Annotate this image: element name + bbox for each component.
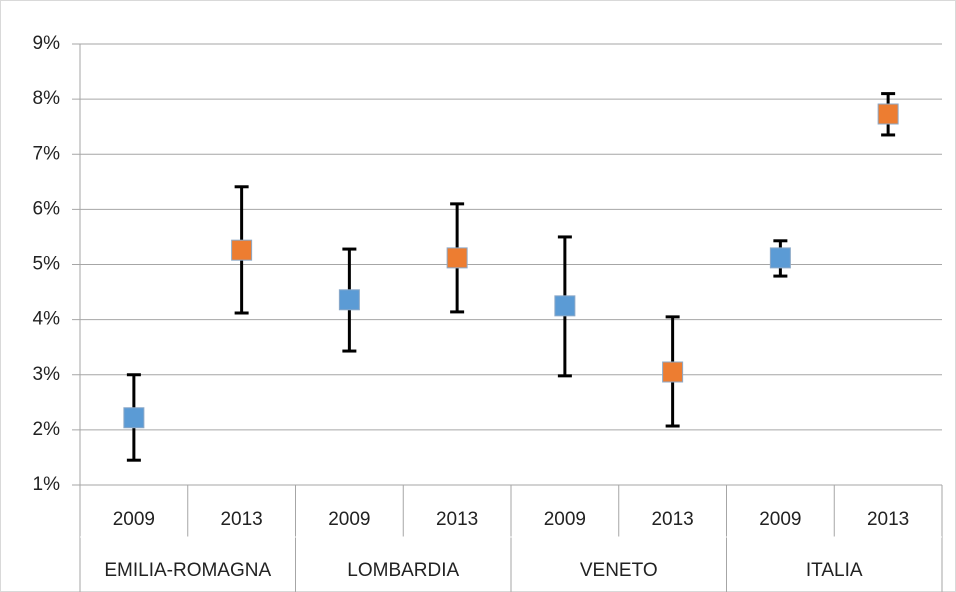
x-tick-label: 2013 xyxy=(436,509,478,530)
group-label: VENETO xyxy=(580,560,658,581)
point xyxy=(554,295,576,317)
y-tick-label: 2% xyxy=(33,419,61,440)
y-tick-label: 3% xyxy=(33,364,61,385)
group-label: LOMBARDIA xyxy=(347,560,459,581)
point xyxy=(123,407,145,429)
point xyxy=(231,239,253,261)
group-label: ITALIA xyxy=(806,560,863,581)
y-tick-label: 4% xyxy=(33,309,61,330)
x-tick-label: 2013 xyxy=(651,509,693,530)
x-tick-label: 2009 xyxy=(544,509,586,530)
x-tick-label: 2009 xyxy=(759,509,801,530)
y-tick-label: 9% xyxy=(33,33,61,54)
x-tick-label: 2009 xyxy=(328,509,370,530)
x-tick-label: 2013 xyxy=(220,509,262,530)
y-tick-label: 8% xyxy=(33,88,61,109)
point xyxy=(877,103,899,125)
y-tick-label: 1% xyxy=(33,474,61,495)
x-tick-label: 2009 xyxy=(113,509,155,530)
point xyxy=(338,289,360,311)
x-tick-label: 2013 xyxy=(867,509,909,530)
y-tick-label: 7% xyxy=(33,143,61,164)
group-label: EMILIA-ROMAGNA xyxy=(104,560,271,581)
point xyxy=(446,247,468,269)
point xyxy=(662,361,684,383)
y-tick-label: 6% xyxy=(33,198,61,219)
y-tick-label: 5% xyxy=(33,254,61,275)
point xyxy=(769,247,791,269)
